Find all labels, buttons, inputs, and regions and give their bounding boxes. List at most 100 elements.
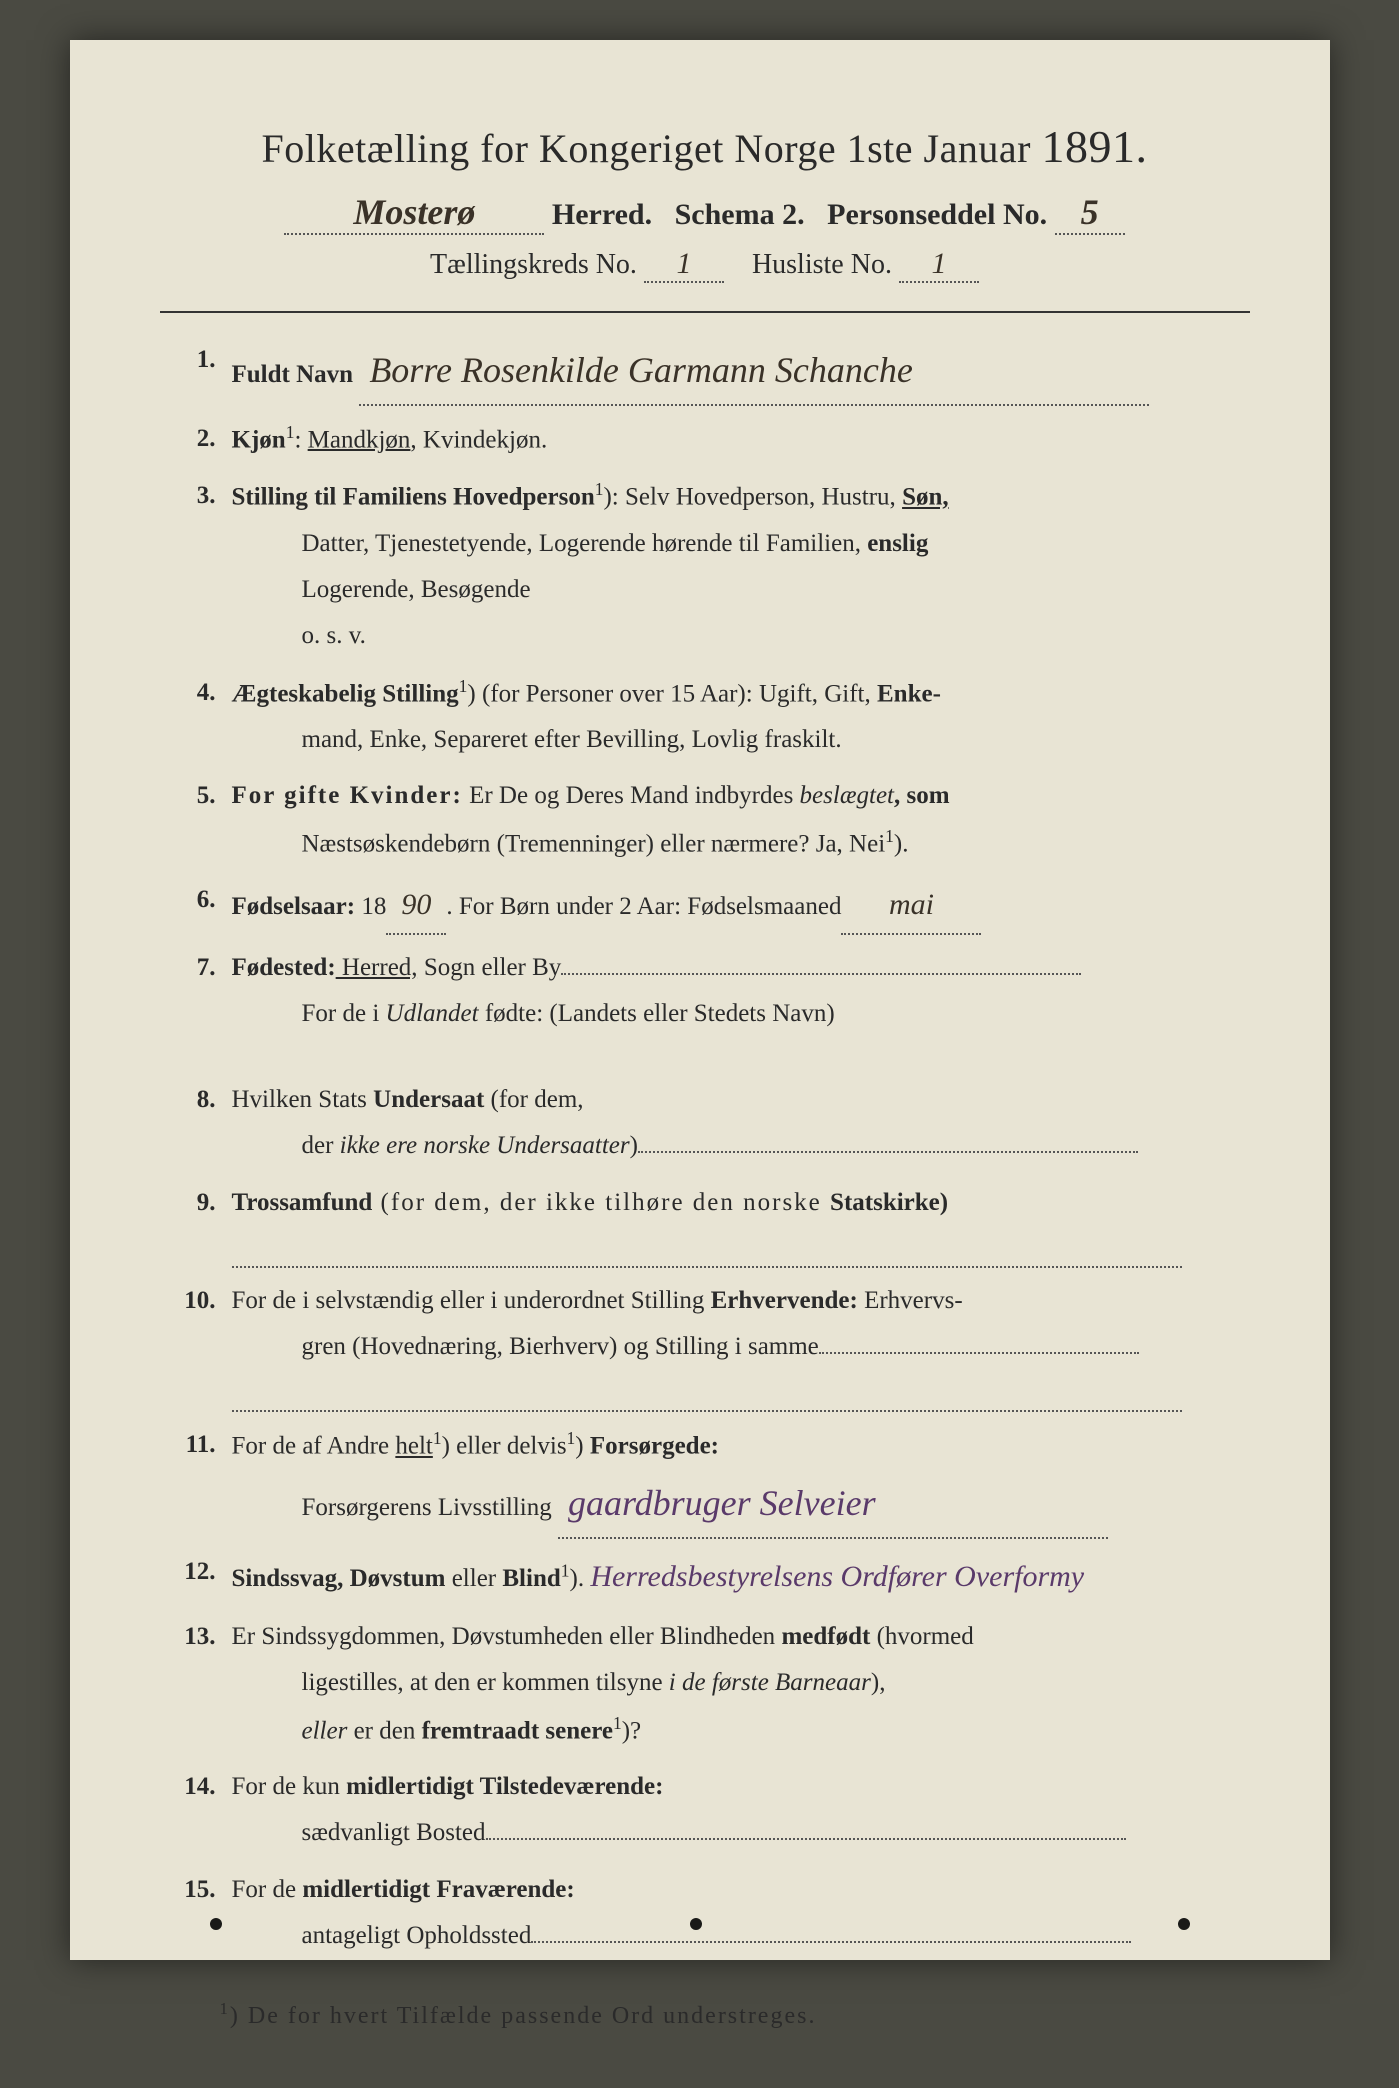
- q15-row: 15. For de midlertidigt Fraværende: anta…: [160, 1867, 1250, 1960]
- q13-row: 13. Er Sindssygdommen, Døvstumheden elle…: [160, 1614, 1250, 1754]
- q9-row: 9. Trossamfund (for dem, der ikke tilhør…: [160, 1180, 1250, 1268]
- q11-value: gaardbruger Selveier: [558, 1470, 1108, 1539]
- q8-num: 8.: [160, 1077, 232, 1170]
- q5-content: For gifte Kvinder: Er De og Deres Mand i…: [232, 773, 1250, 867]
- q11-sup2: 1: [567, 1428, 576, 1448]
- q2-label: Kjøn: [232, 426, 286, 453]
- q9-content: Trossamfund (for dem, der ikke tilhøre d…: [232, 1180, 1250, 1268]
- q6-month: mai: [841, 877, 981, 935]
- q11-content: For de af Andre helt1) eller delvis1) Fo…: [232, 1422, 1250, 1538]
- q10-fill: [232, 1370, 1182, 1412]
- q10-b1: Erhvervende:: [711, 1287, 858, 1314]
- q6-row: 6. Fødselsaar: 1890. For Børn under 2 Aa…: [160, 877, 1250, 935]
- q2-num: 2.: [160, 416, 232, 464]
- q12-t2: ).: [570, 1565, 585, 1592]
- q13-content: Er Sindssygdommen, Døvstumheden eller Bl…: [232, 1614, 1250, 1754]
- q3-content: Stilling til Familiens Hovedperson1): Se…: [232, 473, 1250, 659]
- q7-content: Fødested: Herred, Sogn eller By For de i…: [232, 945, 1250, 1038]
- punch-hole-icon: [210, 1918, 222, 1930]
- q8-row: 8. Hvilken Stats Undersaat (for dem, der…: [160, 1077, 1250, 1170]
- q11-b1: Forsørgede:: [590, 1433, 719, 1460]
- q8-t2: (for dem,: [484, 1086, 583, 1113]
- q11-t2: ) eller delvis: [442, 1433, 567, 1460]
- q4-t2: mand, Enke, Separeret efter Bevilling, L…: [232, 717, 1250, 763]
- q13-num: 13.: [160, 1614, 232, 1754]
- q7-herred: Herred,: [336, 954, 418, 981]
- q6-label: Fødselsaar:: [232, 893, 356, 920]
- q7-num: 7.: [160, 945, 232, 1038]
- q9-num: 9.: [160, 1180, 232, 1268]
- q2-row: 2. Kjøn1: Mandkjøn, Kvindekjøn.: [160, 416, 1250, 464]
- q7-row: 7. Fødested: Herred, Sogn eller By For d…: [160, 945, 1250, 1038]
- q6-year: 90: [386, 877, 446, 935]
- q10-row: 10. For de i selvstændig eller i underor…: [160, 1278, 1250, 1413]
- q8-b1: Undersaat: [373, 1086, 484, 1113]
- q4-row: 4. Ægteskabelig Stilling1) (for Personer…: [160, 670, 1250, 764]
- taellingskreds-no: 1: [644, 247, 724, 283]
- q13-l3: eller er den fremtraadt senere1)?: [232, 1707, 1250, 1755]
- q6-t2: . For Børn under 2 Aar: Fødselsmaaned: [446, 893, 841, 920]
- herred-value: Mosterø: [284, 191, 544, 235]
- q10-num: 10.: [160, 1278, 232, 1413]
- q15-l2: antageligt Opholdssted: [232, 1913, 1250, 1959]
- footnote: 1) De for hvert Tilfælde passende Ord un…: [220, 1999, 1250, 2030]
- q5-b1: For gifte Kvinder:: [232, 782, 463, 809]
- q10-t1: For de i selvstændig eller i underordnet…: [232, 1287, 711, 1314]
- q3-row: 3. Stilling til Familiens Hovedperson1):…: [160, 473, 1250, 659]
- spacer: [160, 1037, 1250, 1067]
- q3-t1: ): Selv Hovedperson, Hustru,: [603, 484, 902, 511]
- q14-t1: For de kun: [232, 1773, 347, 1800]
- q9-b2: Statskirke): [830, 1189, 948, 1216]
- q14-row: 14. For de kun midlertidigt Tilstedevære…: [160, 1764, 1250, 1857]
- q14-l2: sædvanligt Bosted: [232, 1810, 1250, 1856]
- q12-b1: Sindssvag, Døvstum: [232, 1565, 446, 1592]
- q12-t1: eller: [445, 1565, 502, 1592]
- q4-t1: ) (for Personer over 15 Aar): Ugift, Gif…: [467, 680, 877, 707]
- q9-fill: [232, 1226, 1182, 1268]
- fn-text: ) De for hvert Tilfælde passende Ord und…: [230, 2003, 817, 2029]
- q3-label: Stilling til Familiens Hovedperson: [232, 484, 595, 511]
- q7-t1: Sogn eller By: [418, 954, 562, 981]
- q1-num: 1.: [160, 337, 232, 406]
- q10-t2: Erhvervs-: [858, 1287, 963, 1314]
- q5-i1: beslægtet: [800, 782, 894, 809]
- q12-value: Herredsbestyrelsens Ordfører Overformy: [590, 1560, 1084, 1593]
- q6-content: Fødselsaar: 1890. For Børn under 2 Aar: …: [232, 877, 1250, 935]
- herred-label: Herred.: [552, 198, 652, 231]
- q13-t2: (hvormed: [870, 1623, 973, 1650]
- taellingskreds-label: Tællingskreds No.: [430, 249, 637, 280]
- q15-b1: midlertidigt Fraværende:: [302, 1876, 574, 1903]
- punch-hole-icon: [690, 1918, 702, 1930]
- census-form-page: Folketælling for Kongeriget Norge 1ste J…: [70, 40, 1330, 1960]
- q6-num: 6.: [160, 877, 232, 935]
- subtitle2-line: Tællingskreds No. 1 Husliste No. 1: [160, 247, 1250, 283]
- q15-content: For de midlertidigt Fraværende: antageli…: [232, 1867, 1250, 1960]
- q2-content: Kjøn1: Mandkjøn, Kvindekjøn.: [232, 416, 1250, 464]
- q5-num: 5.: [160, 773, 232, 867]
- q13-t1: Er Sindssygdommen, Døvstumheden eller Bl…: [232, 1623, 782, 1650]
- punch-hole-icon: [1178, 1918, 1190, 1930]
- q12-row: 12. Sindssvag, Døvstum eller Blind1). He…: [160, 1549, 1250, 1605]
- q9-b1: Trossamfund: [232, 1189, 373, 1216]
- q7-fill: [561, 973, 1081, 975]
- q3-num: 3.: [160, 473, 232, 659]
- q14-num: 14.: [160, 1764, 232, 1857]
- q4-enke: Enke-: [877, 680, 941, 707]
- q4-content: Ægteskabelig Stilling1) (for Personer ov…: [232, 670, 1250, 764]
- q15-t1: For de: [232, 1876, 303, 1903]
- q15-num: 15.: [160, 1867, 232, 1960]
- title-text: Folketælling for Kongeriget Norge 1ste J…: [262, 126, 1031, 171]
- q5-l2: Næstsøskendebørn (Tremenninger) eller næ…: [232, 820, 1250, 868]
- q1-row: 1. Fuldt Navn Borre Rosenkilde Garmann S…: [160, 337, 1250, 406]
- q11-t3: ): [575, 1433, 590, 1460]
- q3-l2: Datter, Tjenestetyende, Logerende hørend…: [232, 521, 1250, 567]
- q12-sup: 1: [561, 1560, 570, 1580]
- q2-text: : Mandkjøn, Kvindekjøn.: [294, 426, 547, 453]
- q10-l2: gren (Hovednæring, Bierhverv) og Stillin…: [232, 1324, 1250, 1370]
- q5-t1: Er De og Deres Mand indbyrdes: [463, 782, 800, 809]
- husliste-no: 1: [899, 247, 979, 283]
- q12-content: Sindssvag, Døvstum eller Blind1). Herred…: [232, 1549, 1250, 1605]
- form-body: 1. Fuldt Navn Borre Rosenkilde Garmann S…: [160, 337, 1250, 1959]
- q1-content: Fuldt Navn Borre Rosenkilde Garmann Scha…: [232, 337, 1250, 406]
- q11-sup1: 1: [433, 1428, 442, 1448]
